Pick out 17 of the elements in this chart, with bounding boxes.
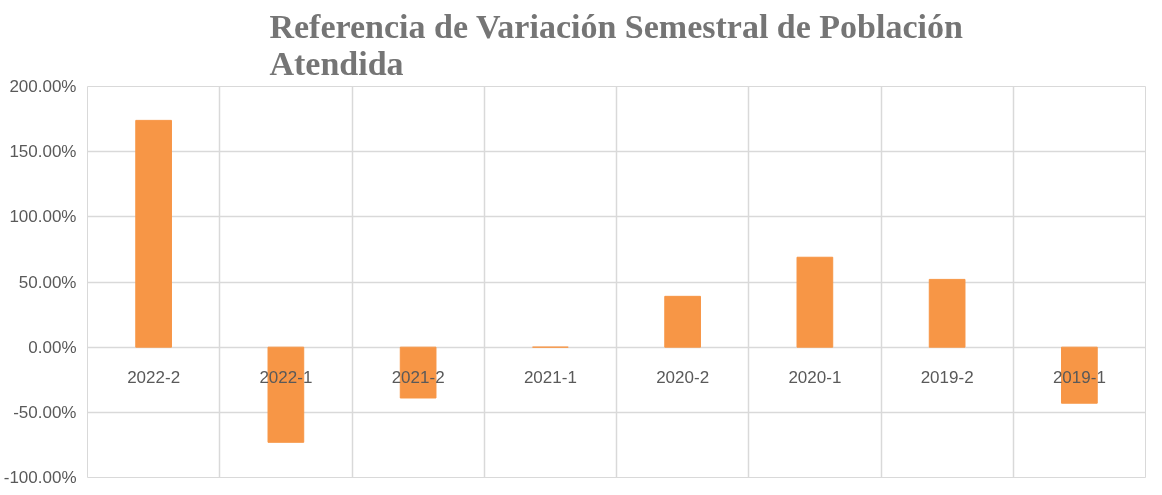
y-tick-label: -50.00% (13, 402, 77, 422)
bar (928, 278, 966, 348)
y-tick-label: -100.00% (3, 468, 77, 487)
x-tick-label: 2019-2 (920, 368, 974, 388)
y-tick-label: 0.00% (28, 337, 77, 357)
y-tick-label: 150.00% (9, 142, 77, 162)
x-tick-label: 2022-2 (127, 368, 181, 388)
bar (664, 295, 701, 348)
y-tick-label: 100.00% (9, 207, 77, 227)
x-tick-label: 2020-1 (788, 368, 842, 388)
y-tick-label: 200.00% (9, 77, 77, 96)
x-tick-label: 2021-1 (523, 368, 577, 388)
x-tick-label: 2020-2 (656, 368, 710, 388)
bar (796, 256, 834, 348)
bar (135, 119, 172, 348)
chart-title: Referencia de Variación Semestral de Población Atendida (269, 7, 964, 82)
y-tick-label: 50.00% (18, 272, 77, 292)
